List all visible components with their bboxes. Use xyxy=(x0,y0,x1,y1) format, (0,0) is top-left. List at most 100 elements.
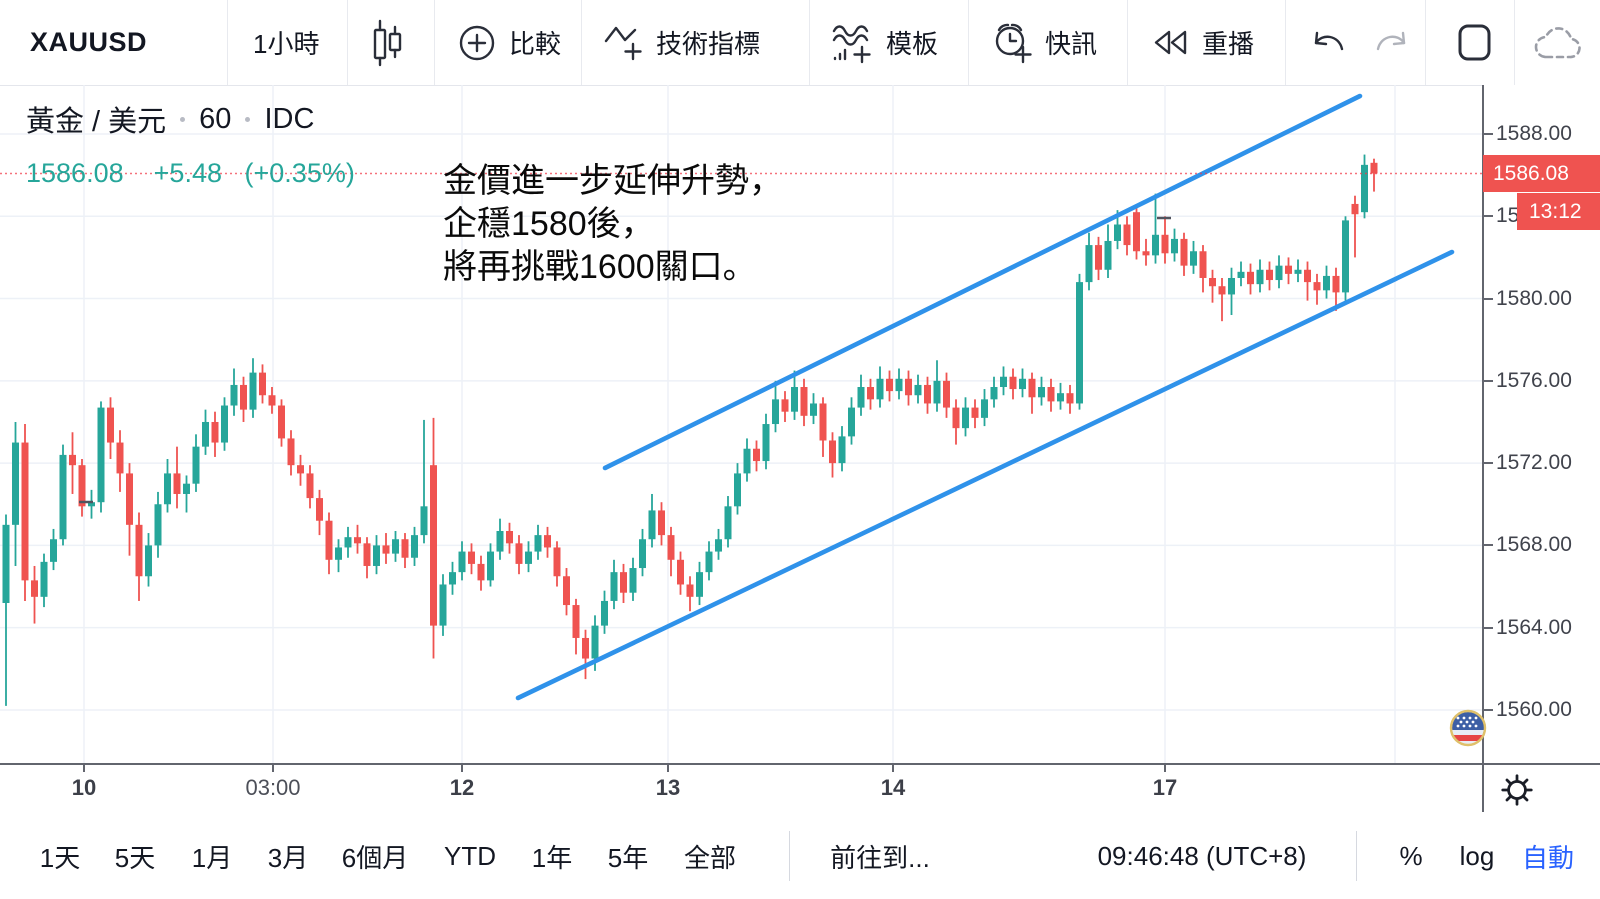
toolbar-separator xyxy=(1425,0,1426,85)
undo-button[interactable] xyxy=(1308,0,1352,85)
template-icon xyxy=(832,24,871,63)
price-axis-border xyxy=(1482,85,1484,812)
auto-scale-button[interactable]: 自動 xyxy=(1522,842,1575,873)
time-axis-label: 10 xyxy=(71,775,97,800)
symbol-button[interactable]: XAUUSD xyxy=(30,27,148,57)
range-button-全部[interactable]: 全部 xyxy=(683,842,737,873)
redo-button[interactable] xyxy=(1368,0,1412,85)
toolbar-separator xyxy=(347,0,348,85)
price-axis-tick xyxy=(1484,215,1493,218)
time-axis-label: 12 xyxy=(449,775,475,800)
price-axis-label: 1572.00 xyxy=(1496,451,1572,475)
separator-dot xyxy=(180,116,186,122)
time-axis-label: 17 xyxy=(1152,775,1178,800)
price-axis-label: 1568.00 xyxy=(1496,533,1572,557)
time-axis-tick xyxy=(1164,763,1166,772)
toolbar-divider xyxy=(789,831,790,881)
indicators-icon xyxy=(604,26,642,60)
toolbar-separator xyxy=(434,0,435,85)
chart-legend: 黃金 / 美元 60 IDC 1586.08 +5.48 (+0.35%) xyxy=(26,98,355,189)
price-change: +5.48 xyxy=(153,158,222,188)
axis-settings-gear-icon[interactable] xyxy=(1498,771,1536,809)
top-toolbar: XAUUSD 1小時 比較 技術指標 xyxy=(0,0,1600,86)
price-change-percent: (+0.35%) xyxy=(244,158,355,188)
toolbar-divider xyxy=(1356,831,1357,881)
interval-button[interactable]: 1小時 xyxy=(253,29,320,59)
alert-label: 快訊 xyxy=(1045,29,1098,59)
price-axis-tick xyxy=(1484,462,1493,465)
data-source: IDC xyxy=(264,102,315,135)
rewind-icon xyxy=(1154,30,1187,54)
price-axis-label: 1576.00 xyxy=(1496,368,1572,392)
time-axis[interactable]: 10 03:00 12 13 14 17 xyxy=(0,763,1600,815)
goto-date-button[interactable]: 前往到... xyxy=(830,842,930,873)
trend-channel-upper xyxy=(602,93,1363,471)
quote-row: 1586.08 +5.48 (+0.35%) xyxy=(26,158,355,189)
time-axis-tick xyxy=(272,763,274,772)
time-axis-tick xyxy=(83,763,85,772)
undo-icon xyxy=(1314,31,1344,50)
range-button-1天[interactable]: 1天 xyxy=(39,842,81,873)
symbol-title-row[interactable]: 黃金 / 美元 60 IDC xyxy=(26,98,355,140)
price-axis-tick xyxy=(1484,133,1493,135)
annotation-line-1: 金價進一步延伸升勢， xyxy=(443,162,783,200)
time-axis-label: 03:00 xyxy=(245,775,301,800)
toolbar-separator xyxy=(1285,0,1286,85)
time-axis-label: 14 xyxy=(880,775,906,800)
range-button-3月[interactable]: 3月 xyxy=(267,842,309,873)
toolbar-separator xyxy=(1514,0,1515,85)
time-axis-label: 13 xyxy=(655,775,681,800)
range-button-YTD[interactable]: YTD xyxy=(444,840,496,871)
clock-utc[interactable]: 09:46:48 (UTC+8) xyxy=(1097,840,1307,871)
fullscreen-button[interactable] xyxy=(1452,0,1496,85)
indicators-button[interactable]: 技術指標 xyxy=(602,0,760,85)
range-button-1年[interactable]: 1年 xyxy=(531,842,573,873)
template-label: 模板 xyxy=(886,29,939,59)
price-axis-label: 1560.00 xyxy=(1496,697,1572,721)
price-axis-label: 1588.00 xyxy=(1496,122,1572,145)
replay-button[interactable]: 重播 xyxy=(1148,0,1254,85)
price-axis-label: 1580.00 xyxy=(1496,286,1572,310)
percent-scale-button[interactable]: % xyxy=(1399,840,1423,871)
log-scale-button[interactable]: log xyxy=(1459,840,1495,871)
range-button-5天[interactable]: 5天 xyxy=(114,842,156,873)
chart-plot-area[interactable] xyxy=(0,85,1482,763)
us-flag-logo xyxy=(1449,709,1487,747)
range-button-6個月[interactable]: 6個月 xyxy=(341,842,409,873)
time-axis-tick xyxy=(667,763,669,772)
compare-button[interactable]: 比較 xyxy=(455,0,561,85)
toolbar-separator xyxy=(227,0,228,85)
alert-button[interactable]: 快訊 xyxy=(989,0,1097,85)
last-price: 1586.08 xyxy=(26,158,124,188)
price-axis-tick xyxy=(1484,297,1493,300)
annotation-line-2: 企穩1580後， xyxy=(443,205,655,243)
bar-countdown-badge: 13:12 xyxy=(1517,193,1600,230)
replay-label: 重播 xyxy=(1202,29,1255,59)
chart-style-button[interactable] xyxy=(368,0,408,85)
price-axis-tick xyxy=(1484,626,1493,629)
annotation-line-3: 將再挑戰1600關口。 xyxy=(443,248,757,286)
separator-dot xyxy=(245,116,251,122)
price-axis-label: 1564.00 xyxy=(1496,615,1572,639)
candlestick-style-icon xyxy=(373,19,402,66)
screen-square-icon xyxy=(1458,24,1491,60)
alarm-clock-icon xyxy=(995,23,1032,63)
range-button-1月[interactable]: 1月 xyxy=(191,842,233,873)
interval-value: 60 xyxy=(199,102,232,135)
symbol-title: 黃金 / 美元 xyxy=(26,106,167,138)
candlestick-chart[interactable] xyxy=(0,85,1482,763)
toolbar-separator xyxy=(1127,0,1128,85)
time-axis-tick xyxy=(461,763,463,772)
toolbar-separator xyxy=(809,0,810,85)
price-axis-tick xyxy=(1484,708,1493,711)
time-axis-tick xyxy=(892,763,894,772)
compare-plus-icon xyxy=(459,25,495,60)
price-axis-tick xyxy=(1484,544,1493,547)
toolbar-separator xyxy=(968,0,969,85)
trend-channel-lower xyxy=(515,249,1455,701)
template-button[interactable]: 模板 xyxy=(830,0,938,85)
compare-label: 比較 xyxy=(509,29,562,59)
cloud-save-button[interactable] xyxy=(1532,0,1586,85)
range-button-5年[interactable]: 5年 xyxy=(607,842,649,873)
toolbar-separator xyxy=(581,0,582,85)
